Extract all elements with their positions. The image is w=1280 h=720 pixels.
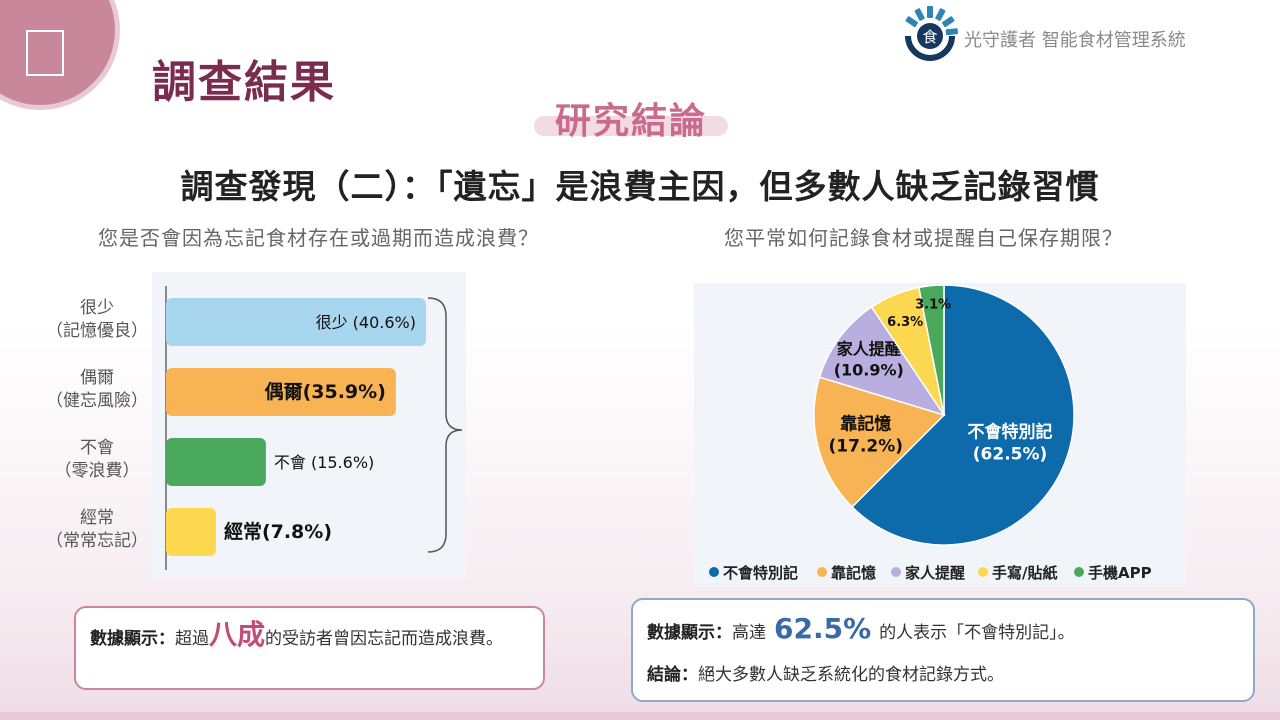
note-right-highlight: 62.5% xyxy=(774,612,872,645)
note-left-pre: 超過 xyxy=(175,629,209,649)
conclusion-label: 結論： xyxy=(647,665,698,685)
slide-subtitle: 調查發現（二）：「遺忘」是浪費主因，但多數人缺乏記錄習慣 xyxy=(180,167,1100,206)
logo-glyph: 食 xyxy=(922,28,937,46)
note-left-label: 數據顯示： xyxy=(90,629,175,649)
bar-category-label-1: 偶爾 （健忘風險） xyxy=(46,368,148,411)
conclusion-text: 絕大多數人缺乏系統化的食材記錄方式。 xyxy=(698,665,1004,685)
note-left-post: 的受訪者曾因忘記而造成浪費。 xyxy=(265,629,504,649)
note-right-pre: 高達 xyxy=(732,623,766,643)
page-title: 調查結果 xyxy=(152,57,336,108)
bar-category-label-2: 不會 （零浪費） xyxy=(54,438,140,481)
note-right-label: 數據顯示： xyxy=(647,623,732,643)
pie-chart-question: 您平常如何記錄食材或提醒自己保存期限？ xyxy=(724,226,1123,250)
note-left-highlight: 八成 xyxy=(209,618,266,651)
bottom-strip xyxy=(0,712,1280,720)
bar-category-label-0: 很少 （記憶優良） xyxy=(46,298,148,341)
pie-chart-panel xyxy=(694,283,1186,587)
bar-chart-question: 您是否會因為忘記食材存在或過期而造成浪費？ xyxy=(98,226,539,250)
logo-icon: 食 xyxy=(905,6,959,61)
corner-square-icon xyxy=(26,30,64,76)
note-left: 數據顯示：超過八成的受訪者曾因忘記而造成浪費。 xyxy=(74,606,545,690)
note-right-post: 的人表示「不會特別記」。 xyxy=(879,623,1075,643)
bar-category-label-3: 經常 （常常忘記） xyxy=(46,508,148,551)
section-tag: 研究結論 xyxy=(534,92,728,142)
logo-text: 光守護者 智能食材管理系統 xyxy=(964,30,1186,51)
note-right: 數據顯示：高達 62.5% 的人表示「不會特別記」。 結論：絕大多數人缺乏系統化的食… xyxy=(631,598,1255,702)
bar-chart-panel xyxy=(152,272,466,578)
brand-logo: 食 光守護者 智能食材管理系統 xyxy=(900,4,1230,64)
